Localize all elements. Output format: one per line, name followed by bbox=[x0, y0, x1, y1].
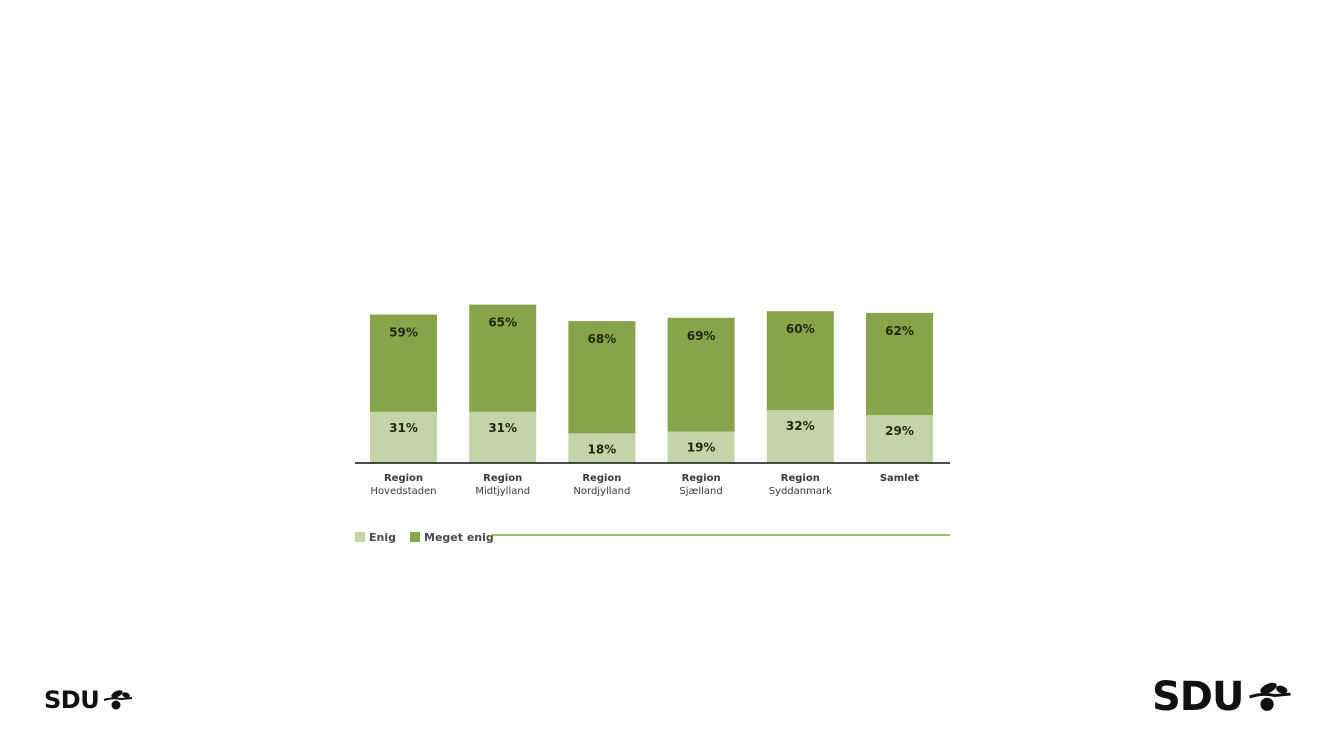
x-tick-label: Region bbox=[682, 473, 721, 484]
x-tick-label: Midtjylland bbox=[475, 486, 530, 497]
olive-branch-icon bbox=[1248, 682, 1291, 711]
sdu-logo-large: SDU bbox=[1152, 674, 1292, 720]
data-label-meget-enig: 59% bbox=[389, 326, 418, 340]
bar-enig bbox=[766, 410, 834, 463]
sdu-logo-text: SDU bbox=[1152, 674, 1244, 720]
x-tick-label: Region bbox=[781, 473, 820, 484]
data-label-meget-enig: 65% bbox=[488, 316, 517, 330]
x-tick-label: Samlet bbox=[880, 473, 920, 484]
legend-label-enig: Enig bbox=[369, 531, 396, 544]
bar-enig bbox=[370, 411, 437, 463]
data-label-meget-enig: 62% bbox=[885, 324, 914, 338]
bar-enig bbox=[469, 411, 537, 463]
data-label-enig: 32% bbox=[786, 419, 815, 433]
bar-enig bbox=[866, 415, 933, 463]
data-label-meget-enig: 60% bbox=[786, 322, 815, 336]
bar-enig bbox=[568, 433, 636, 463]
data-label-meget-enig: 69% bbox=[687, 329, 716, 343]
x-tick-label: Region bbox=[582, 473, 621, 484]
x-tick-label: Region bbox=[384, 473, 423, 484]
data-label-enig: 18% bbox=[588, 442, 617, 456]
data-label-enig: 31% bbox=[389, 421, 418, 435]
data-label-enig: 31% bbox=[488, 421, 517, 435]
sdu-logo-text: SDU bbox=[44, 686, 100, 714]
bar-meget-enig bbox=[766, 311, 834, 411]
olive-branch-icon bbox=[103, 690, 133, 710]
bar-enig bbox=[667, 431, 735, 463]
bar-meget-enig bbox=[568, 321, 636, 434]
x-tick-label: Sjælland bbox=[679, 486, 722, 497]
legend-swatch-enig bbox=[355, 532, 365, 542]
data-label-enig: 29% bbox=[885, 424, 914, 438]
bar-meget-enig bbox=[370, 314, 437, 412]
x-tick-label: Nordjylland bbox=[573, 486, 630, 497]
bar-meget-enig bbox=[469, 304, 537, 412]
bar-meget-enig bbox=[866, 312, 933, 416]
data-label-enig: 19% bbox=[687, 441, 716, 455]
bar-meget-enig bbox=[667, 317, 735, 432]
x-tick-label: Syddanmark bbox=[769, 486, 832, 497]
x-tick-label: Hovedstaden bbox=[370, 486, 436, 497]
sdu-logo-small: SDU bbox=[44, 686, 133, 714]
legend-label-meget-enig: Meget enig bbox=[424, 531, 494, 544]
data-label-meget-enig: 68% bbox=[588, 332, 617, 346]
x-tick-label: Region bbox=[483, 473, 522, 484]
legend-swatch-meget-enig bbox=[410, 532, 420, 542]
